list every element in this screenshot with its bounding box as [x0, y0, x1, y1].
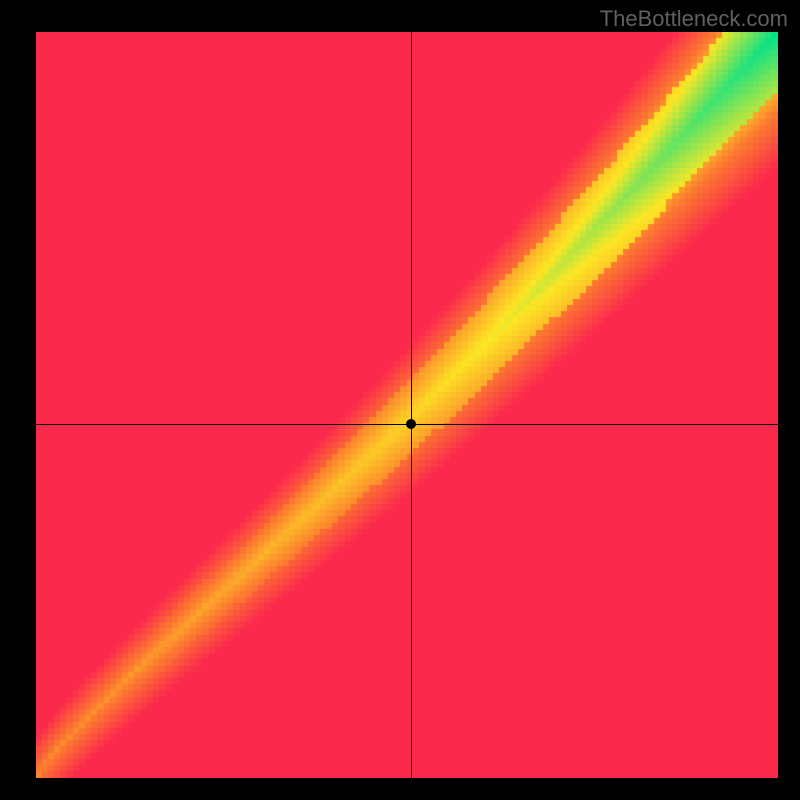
heatmap-canvas	[36, 32, 778, 778]
heatmap-plot	[36, 32, 778, 778]
watermark-text: TheBottleneck.com	[600, 6, 788, 32]
crosshair-vertical	[411, 32, 412, 778]
crosshair-marker	[406, 419, 416, 429]
